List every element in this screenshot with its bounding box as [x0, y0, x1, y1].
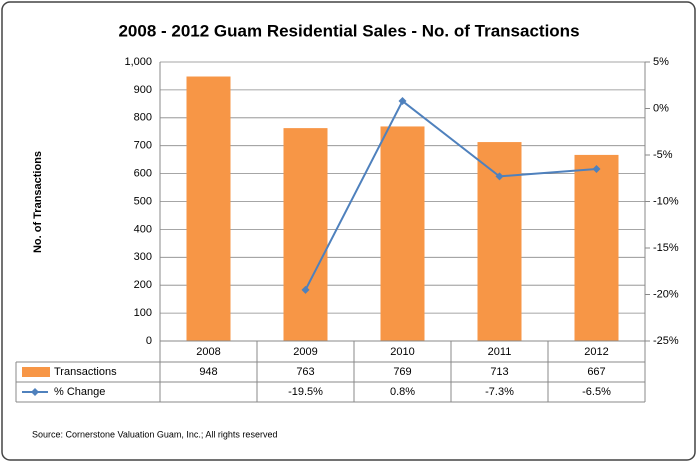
table-value: 948 — [199, 366, 217, 378]
x-tick-label: 2009 — [293, 346, 317, 358]
line-marker — [592, 164, 601, 173]
table-value: -19.5% — [288, 386, 323, 398]
legend-swatch — [22, 367, 50, 377]
table-value: -7.3% — [485, 386, 514, 398]
y-tick-label: 500 — [134, 195, 152, 207]
table-value: -6.5% — [582, 386, 611, 398]
y-tick-label: 800 — [134, 112, 152, 124]
y2-tick-label: -25% — [653, 335, 679, 347]
y2-tick-label: -10% — [653, 195, 679, 207]
table-value: 667 — [587, 366, 605, 378]
legend-label: Transactions — [54, 366, 117, 378]
y2-tick-label: 5% — [653, 56, 669, 68]
x-tick-label: 2011 — [488, 346, 512, 358]
x-tick-label: 2008 — [196, 346, 220, 358]
x-tick-label: 2012 — [584, 346, 608, 358]
y-axis-label: No. of Transactions — [32, 151, 44, 253]
y-tick-label: 100 — [134, 307, 152, 319]
y-tick-label: 600 — [134, 168, 152, 180]
y-tick-label: 1,000 — [124, 56, 152, 68]
y2-tick-label: 0% — [653, 102, 669, 114]
line-marker — [301, 285, 310, 294]
chart-title: 2008 - 2012 Guam Residential Sales - No.… — [118, 21, 579, 40]
y2-tick-label: -15% — [653, 242, 679, 254]
table-value: 0.8% — [390, 386, 415, 398]
line-marker — [495, 172, 504, 181]
y-tick-label: 200 — [134, 279, 152, 291]
legend-marker — [31, 388, 39, 396]
bar — [186, 76, 231, 342]
legend-label: % Change — [54, 386, 105, 398]
y-tick-label: 900 — [134, 84, 152, 96]
y-tick-label: 700 — [134, 140, 152, 152]
y2-tick-label: -5% — [653, 149, 673, 161]
bar — [477, 142, 522, 341]
line — [304, 99, 597, 291]
line-marker — [398, 97, 407, 106]
bar — [574, 154, 619, 341]
bar — [283, 128, 328, 341]
y-tick-label: 300 — [134, 251, 152, 263]
table-value: 713 — [490, 366, 508, 378]
table-value: 763 — [296, 366, 314, 378]
y-tick-label: 0 — [146, 335, 152, 347]
source-note: Source: Cornerstone Valuation Guam, Inc.… — [32, 429, 277, 439]
x-tick-label: 2010 — [390, 346, 414, 358]
bar — [380, 126, 425, 341]
y-tick-label: 400 — [134, 223, 152, 235]
y2-tick-label: -20% — [653, 288, 679, 300]
table-value: 769 — [393, 366, 411, 378]
